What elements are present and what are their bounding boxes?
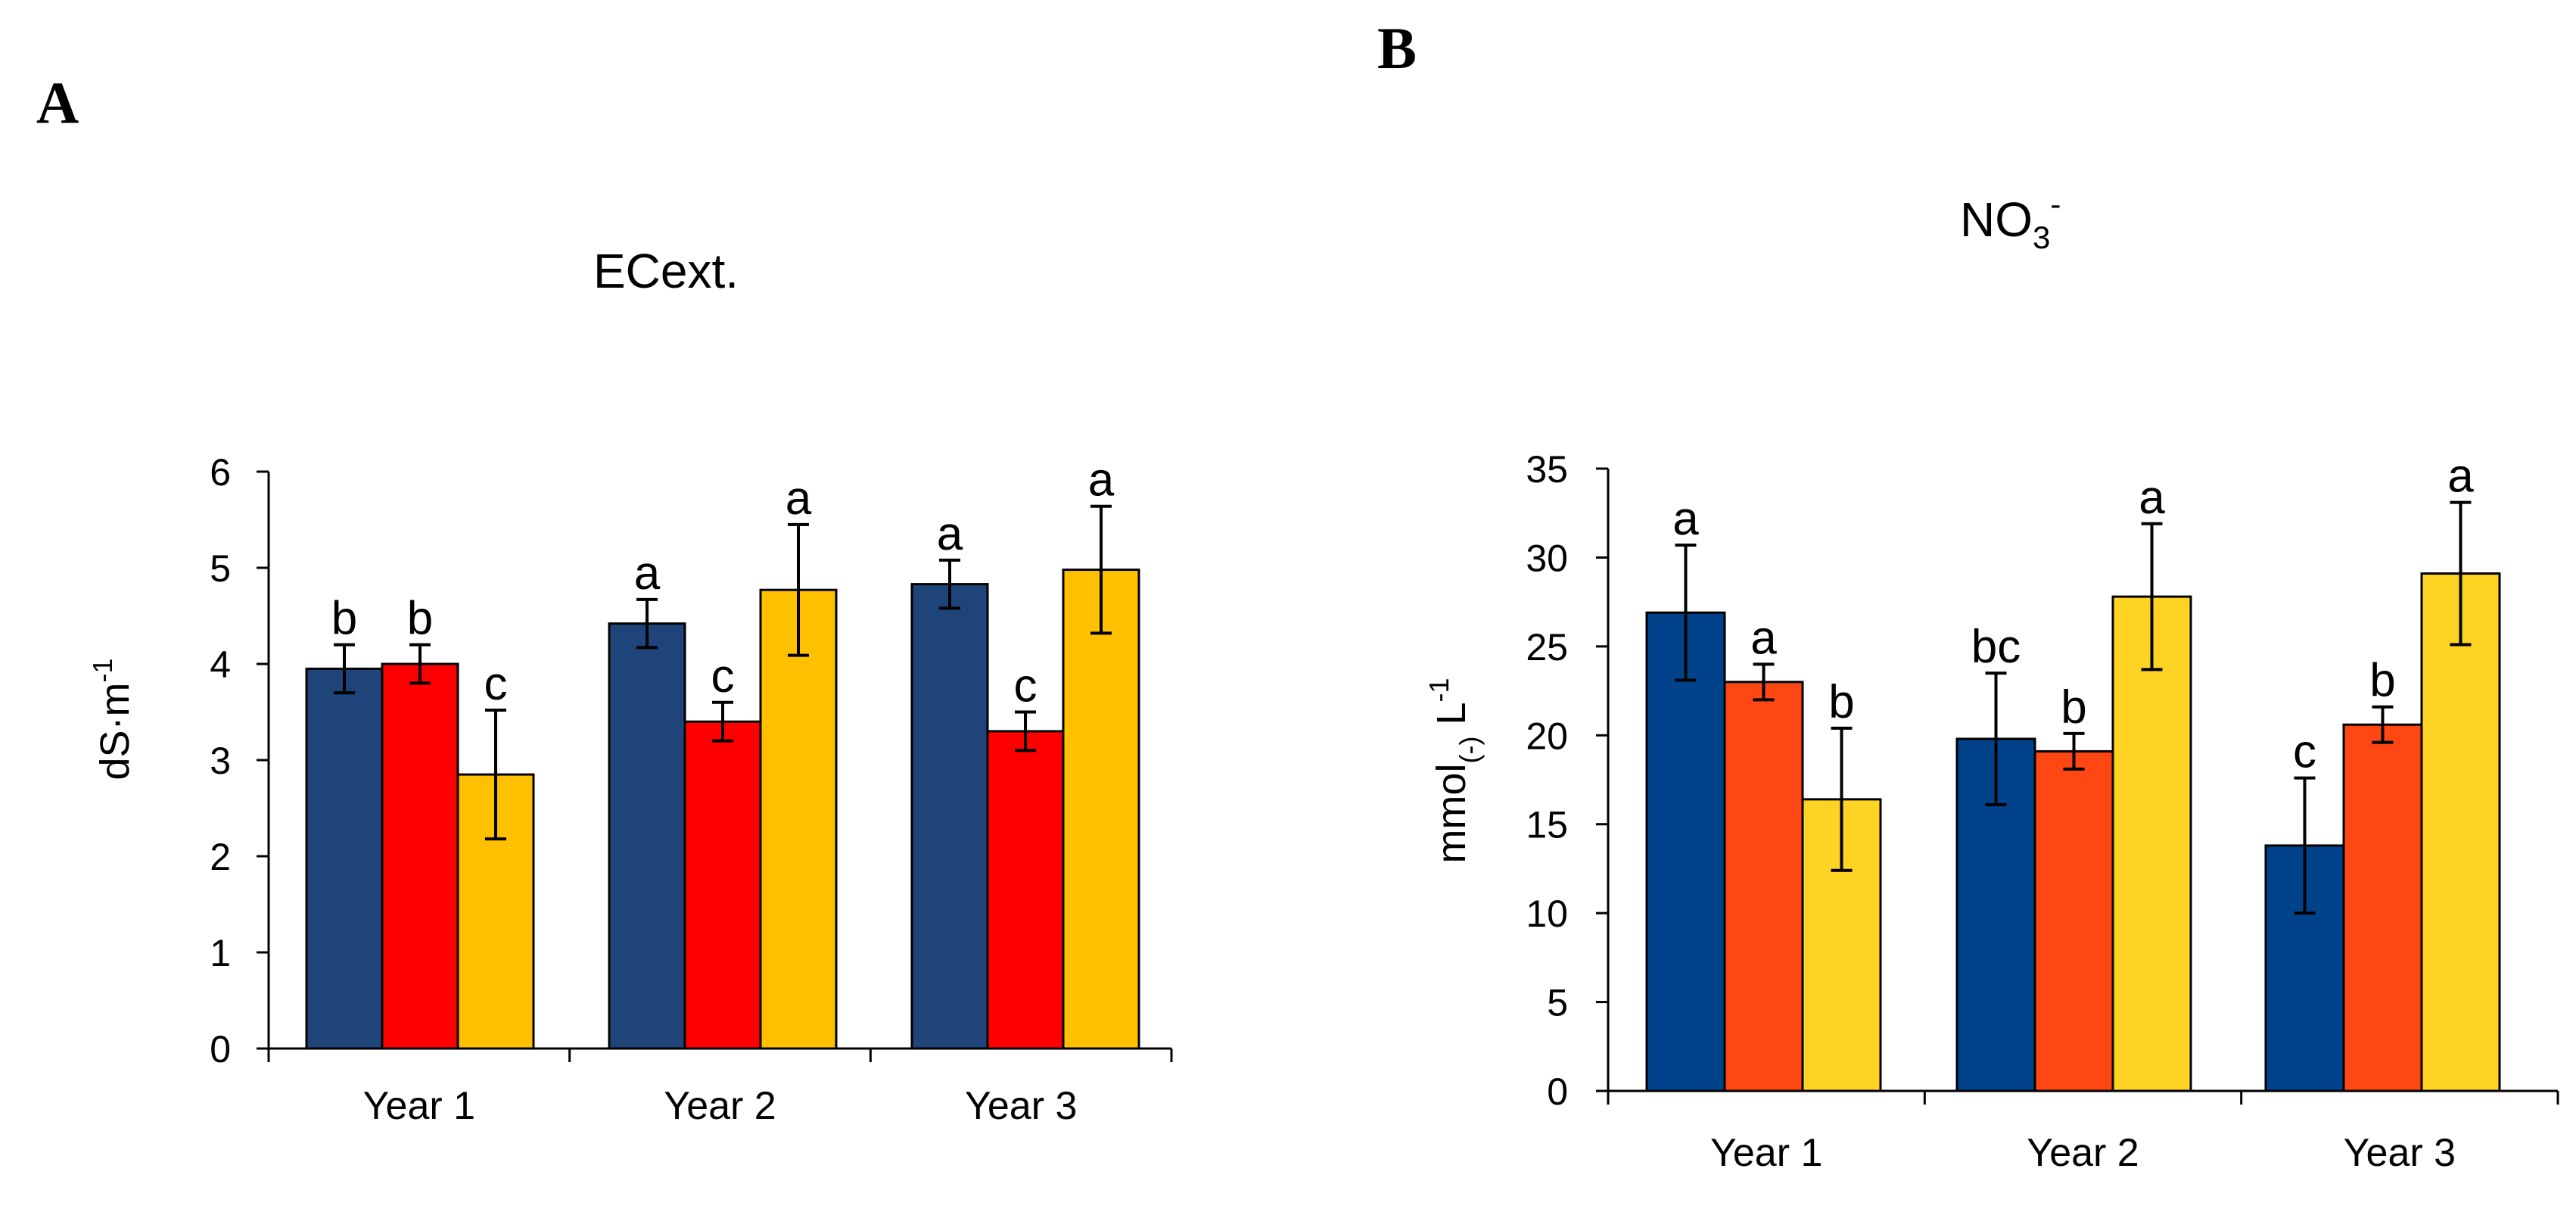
chart-a-bar (910, 583, 989, 1050)
chart-a-bar (381, 662, 459, 1050)
chart-a-error-bar (939, 558, 960, 610)
chart-a-bar (759, 588, 838, 1050)
chart-a-y-axis-label-superscript: -1 (87, 658, 118, 682)
panel-label-a: A (36, 70, 79, 136)
chart-a-bar (305, 667, 384, 1050)
chart-b-error-bar (2294, 776, 2316, 915)
chart-a-bar (608, 622, 686, 1050)
chart-a-significance-letter: a (937, 508, 963, 560)
chart-a-x-tick-label: Year 1 (363, 1084, 475, 1128)
chart-a-y-tick-label: 2 (210, 836, 231, 878)
chart-a-significance-letter: c (1014, 660, 1038, 712)
chart-a-error-bar (409, 643, 431, 685)
chart-a-error-bar (334, 643, 355, 695)
chart-b-title-subscript: 3 (2033, 220, 2050, 255)
chart-a-significance-letter: b (407, 593, 433, 645)
chart-b-bar (2033, 749, 2114, 1092)
chart-b-significance-letter: b (2061, 681, 2086, 734)
chart-a-y-tick-label: 4 (210, 644, 231, 686)
chart-b-y-tick-label: 5 (1547, 982, 1568, 1024)
chart-b-y-axis-label-subscript: (-) (1454, 737, 1485, 764)
chart-a: A ECext. dS·m-1 0 1 2 3 4 5 6 Year 1 Year 2 Year … (36, 70, 1173, 1128)
chart-a-x-tick-label: Year 3 (965, 1084, 1077, 1128)
chart-b-error-bar (2450, 500, 2472, 647)
chart-b-y-tick-label: 15 (1526, 804, 1568, 846)
chart-a-significance-letter: a (634, 547, 661, 600)
chart-b-y-axis-label-unit: L (1429, 703, 1474, 737)
chart-b-x-tick-label: Year 1 (1710, 1131, 1822, 1175)
chart-b-error-bar (1675, 543, 1697, 682)
chart-b-x-tick-label: Year 2 (2027, 1131, 2139, 1175)
chart-a-y-axis-label: dS·m-1 (87, 658, 138, 780)
chart-b-error-bar (1831, 726, 1853, 872)
chart-b-error-bar (2141, 522, 2163, 672)
chart-b-bar (2420, 572, 2501, 1092)
chart-b-bar (1723, 681, 1804, 1092)
chart-b-error-bar (2372, 705, 2394, 744)
chart-b-error-bar (1985, 672, 2007, 806)
chart-b-title-base: NO (1960, 192, 2033, 247)
chart-a-significance-letter: c (484, 658, 508, 710)
chart-a-significance-letter: b (331, 593, 357, 645)
chart-b-significance-letter: b (1828, 676, 1854, 728)
panel-label-b: B (1377, 15, 1417, 81)
chart-b-error-bar (2063, 731, 2085, 771)
chart-b-y-tick-label: 20 (1526, 715, 1568, 757)
chart-b-y-tick-label: 10 (1526, 893, 1568, 935)
chart-a-bar (986, 730, 1065, 1050)
chart-b-bar (1645, 611, 1726, 1092)
chart-b-title-superscript: - (2050, 186, 2061, 222)
chart-a-error-bar (1090, 504, 1112, 635)
chart-a-error-bar (636, 597, 658, 650)
chart-b-significance-letter: a (1672, 493, 1699, 545)
chart-a-significance-letter: a (786, 472, 812, 525)
chart-b-significance-letter: c (2293, 726, 2316, 778)
chart-b-y-axis-label: mmol(-) L-1 (1423, 678, 1485, 863)
chart-b-y-tick-label: 30 (1526, 537, 1568, 579)
chart-a-error-bar (1015, 710, 1036, 753)
chart-a-title: ECext. (593, 244, 739, 298)
chart-b-significance-letter: a (2447, 450, 2474, 503)
chart-b-y-tick-label: 0 (1547, 1070, 1568, 1113)
chart-b-bar (2111, 595, 2192, 1092)
chart-b-y-tick-label: 35 (1526, 448, 1568, 491)
chart-b-significance-letter: bc (1971, 621, 2021, 673)
chart-a-y-tick-label: 6 (210, 451, 231, 494)
chart-b-significance-letter: b (2369, 655, 2395, 707)
chart-b: B NO3- mmol(-) L-1 0 5 10 15 20 25 30 35 Year 1 Y… (1377, 15, 2559, 1175)
chart-a-bar (1062, 569, 1140, 1050)
chart-a-x-tick-label: Year 2 (664, 1084, 776, 1128)
chart-b-y-tick-label: 25 (1526, 626, 1568, 668)
chart-b-bar (2342, 723, 2423, 1092)
chart-b-significance-letter: a (1750, 612, 1777, 664)
chart-a-error-bar (485, 708, 506, 841)
chart-b-y-axis-label-base: mmol (1429, 764, 1474, 864)
chart-a-y-tick-label: 0 (210, 1028, 231, 1070)
chart-b-error-bar (1753, 662, 1775, 702)
chart-a-significance-letter: c (711, 650, 735, 703)
chart-a-bar (683, 720, 762, 1050)
chart-a-y-tick-label: 3 (210, 740, 231, 782)
chart-b-title: NO3- (1960, 186, 2061, 255)
chart-b-y-axis-label-superscript: -1 (1423, 678, 1454, 702)
chart-b-significance-letter: a (2139, 472, 2165, 524)
chart-a-significance-letter: a (1088, 454, 1115, 506)
chart-a-y-axis-label-base: dS·m (92, 683, 138, 781)
chart-b-x-tick-label: Year 3 (2344, 1131, 2456, 1175)
chart-a-error-bar (788, 522, 809, 657)
chart-a-error-bar (712, 700, 733, 743)
chart-a-y-tick-label: 1 (210, 932, 231, 974)
chart-a-y-tick-label: 5 (210, 547, 231, 590)
